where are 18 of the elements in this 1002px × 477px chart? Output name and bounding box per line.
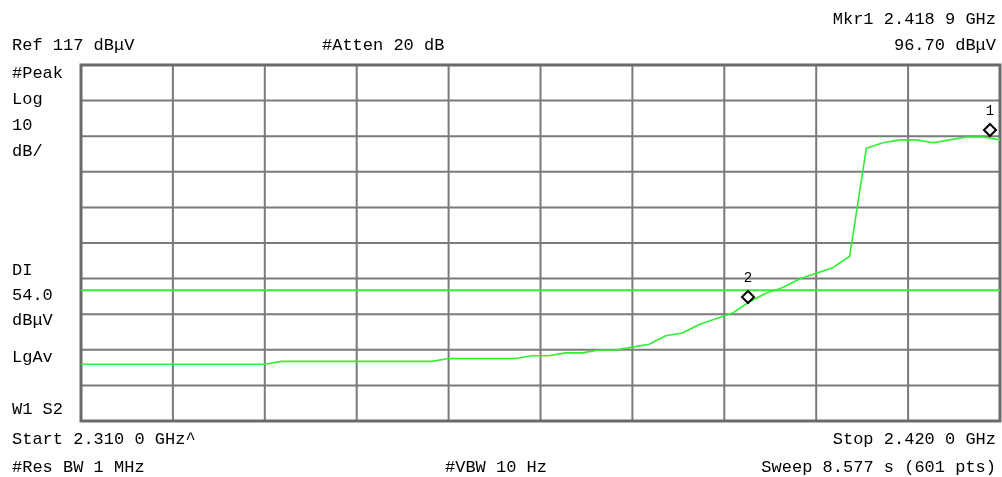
text: 96.70 dBμV [893, 36, 997, 55]
text: #Res BW 1 MHz [12, 458, 145, 477]
text: #VBW 10 Hz [445, 458, 548, 477]
ref-line-label: DI 54.0 dBμV [12, 261, 54, 331]
text: Stop 2.420 0 GHz [832, 430, 996, 449]
text: 1 [985, 103, 995, 119]
text: Ref 117 dBμV [12, 36, 136, 55]
text: dB/ [12, 142, 43, 161]
text: LgAv [12, 348, 53, 367]
text: Log [12, 90, 43, 109]
text: 10 [12, 116, 33, 135]
text: Sweep 8.577 s (601 pts) [761, 458, 996, 477]
text: Start 2.310 0 GHz^ [12, 430, 196, 449]
text: W1 S2 [12, 400, 64, 419]
text: Mkr1 2.418 9 GHz [832, 10, 996, 29]
text: #Peak [12, 64, 64, 83]
text: #Atten 20 dB [322, 36, 445, 55]
annotation: 2 [743, 270, 753, 286]
